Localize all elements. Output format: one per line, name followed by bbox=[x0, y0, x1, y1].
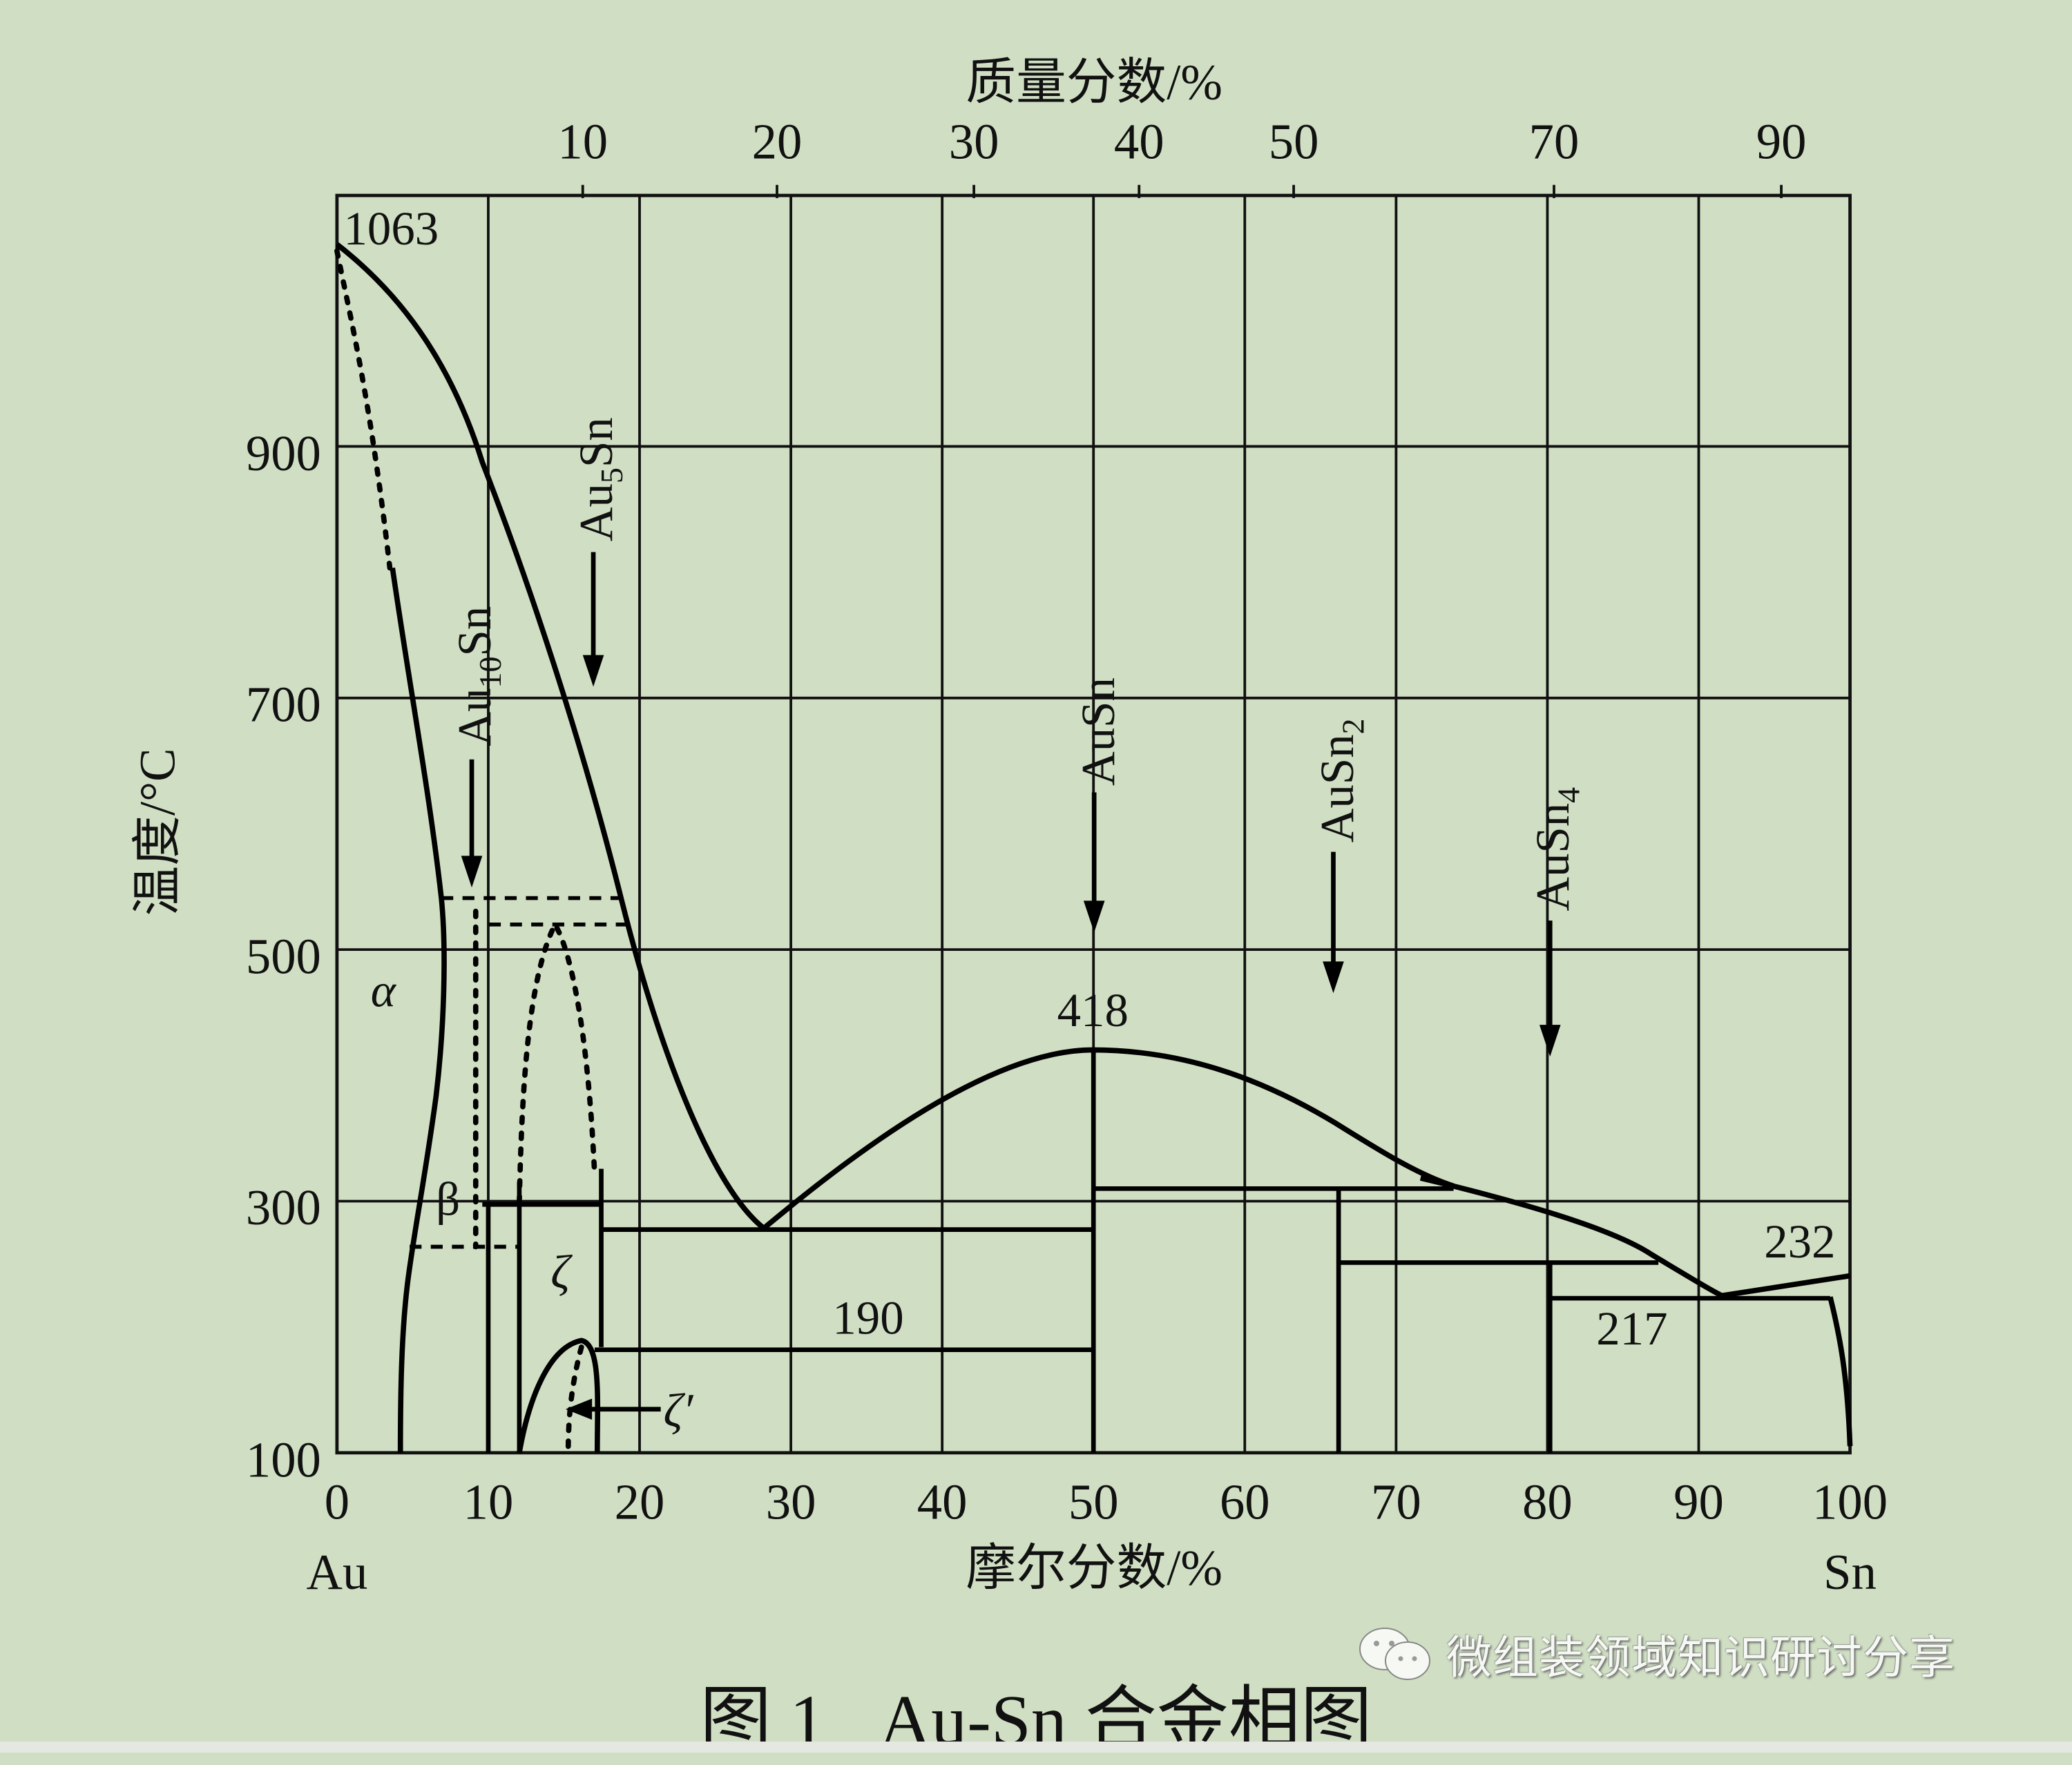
zeta-dome-dotted bbox=[517, 918, 597, 1205]
zeta-prime-pointer: ζ′ bbox=[565, 1385, 693, 1437]
svg-text:30: 30 bbox=[766, 1474, 816, 1530]
svg-text:90: 90 bbox=[1673, 1474, 1724, 1530]
svg-text:40: 40 bbox=[1114, 114, 1164, 170]
svg-text:900: 900 bbox=[246, 425, 321, 481]
svg-text:Au5Sn: Au5Sn bbox=[570, 417, 629, 541]
ausn2-label: AuSn2 bbox=[1311, 718, 1370, 994]
liquidus-sn-side bbox=[1419, 1175, 1723, 1298]
svg-text:10: 10 bbox=[463, 1474, 514, 1530]
svg-text:20: 20 bbox=[752, 114, 803, 170]
svg-text:60: 60 bbox=[1220, 1474, 1270, 1530]
x-tick-labels: 0 10 20 30 40 50 60 70 80 90 100 bbox=[325, 1474, 1888, 1530]
svg-text:100: 100 bbox=[1812, 1474, 1888, 1530]
au5sn-label: Au5Sn bbox=[570, 417, 629, 687]
svg-text:AuSn: AuSn bbox=[1072, 677, 1124, 786]
svg-text:300: 300 bbox=[246, 1179, 321, 1235]
liquidus-ausn-dome bbox=[762, 1047, 1455, 1231]
au10sn-label: Au10Sn bbox=[448, 606, 508, 888]
label-alpha: α bbox=[371, 964, 397, 1016]
svg-text:70: 70 bbox=[1371, 1474, 1421, 1530]
svg-text:0: 0 bbox=[325, 1474, 349, 1530]
label-418: 418 bbox=[1057, 984, 1129, 1036]
left-element-label: Au bbox=[306, 1544, 367, 1600]
arrow-down-icon bbox=[1323, 961, 1344, 994]
sn-solvus bbox=[1828, 1296, 1853, 1447]
arrow-down-icon bbox=[1083, 900, 1105, 933]
top-ticks bbox=[581, 184, 1783, 198]
watermark: 微组装领域知识研讨分享 bbox=[1354, 1623, 1955, 1685]
label-232: 232 bbox=[1764, 1215, 1835, 1268]
svg-text:500: 500 bbox=[246, 929, 321, 985]
top-tick-labels: 10 20 30 40 50 70 90 bbox=[557, 114, 1806, 170]
wechat-icon bbox=[1359, 1628, 1430, 1680]
y-axis-label: 温度/°C bbox=[130, 748, 186, 916]
solidus-au-dotted bbox=[334, 248, 393, 571]
svg-text:10: 10 bbox=[557, 114, 608, 170]
svg-text:40: 40 bbox=[917, 1474, 968, 1530]
arrow-down-icon bbox=[582, 655, 604, 687]
svg-text:50: 50 bbox=[1068, 1474, 1119, 1530]
arrow-down-icon bbox=[1539, 1025, 1561, 1057]
svg-text:ζ′: ζ′ bbox=[663, 1385, 693, 1437]
bottom-axis-label: 摩尔分数/% bbox=[966, 1540, 1222, 1596]
label-beta: β bbox=[436, 1173, 460, 1226]
ausn4-label: AuSn4 bbox=[1526, 787, 1586, 1057]
label-217: 217 bbox=[1596, 1302, 1667, 1355]
label-1063: 1063 bbox=[343, 202, 439, 255]
svg-text:AuSn4: AuSn4 bbox=[1526, 787, 1586, 912]
zeta-prime-dotted bbox=[565, 1344, 584, 1456]
liquidus-sn-end bbox=[1721, 1273, 1851, 1299]
svg-text:AuSn2: AuSn2 bbox=[1311, 718, 1370, 842]
svg-text:90: 90 bbox=[1756, 114, 1807, 170]
arrow-left-icon bbox=[565, 1398, 593, 1420]
svg-text:50: 50 bbox=[1269, 114, 1319, 170]
liquidus-au-side bbox=[335, 242, 766, 1231]
label-zeta: ζ bbox=[550, 1246, 573, 1298]
svg-text:20: 20 bbox=[615, 1474, 665, 1530]
svg-text:100: 100 bbox=[246, 1431, 321, 1487]
svg-text:70: 70 bbox=[1529, 114, 1580, 170]
watermark-text: 微组装领域知识研讨分享 bbox=[1446, 1631, 1955, 1684]
label-190: 190 bbox=[832, 1292, 903, 1344]
svg-text:700: 700 bbox=[246, 676, 321, 732]
zeta-prime-dome bbox=[517, 1338, 601, 1454]
svg-text:30: 30 bbox=[949, 114, 999, 170]
svg-text:80: 80 bbox=[1522, 1474, 1573, 1530]
svg-text:Au10Sn: Au10Sn bbox=[448, 606, 508, 746]
right-element-label: Sn bbox=[1823, 1544, 1877, 1600]
arrow-down-icon bbox=[461, 856, 483, 888]
alpha-solvus bbox=[390, 567, 447, 1453]
y-tick-labels: 100 300 500 700 900 bbox=[246, 425, 321, 1487]
top-axis-label: 质量分数/% bbox=[966, 54, 1222, 110]
bottom-strip bbox=[0, 1742, 2072, 1753]
ausn-label: AuSn bbox=[1072, 677, 1124, 933]
